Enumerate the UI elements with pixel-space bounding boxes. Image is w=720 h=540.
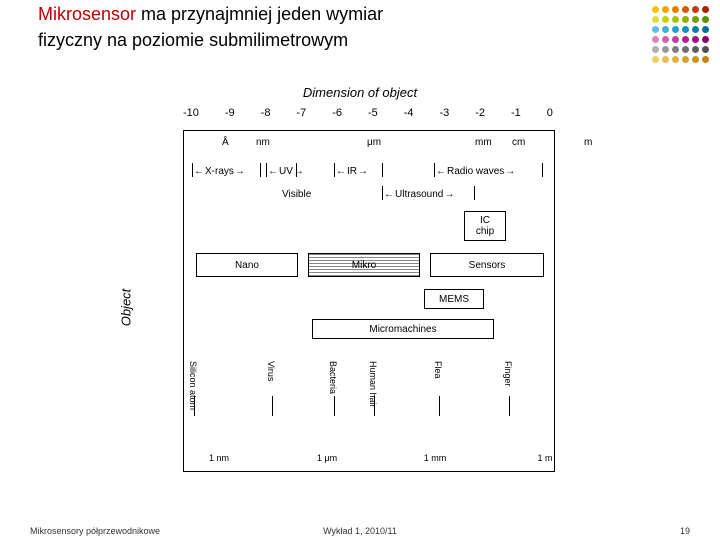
dot bbox=[702, 6, 709, 13]
title-line-2: fizyczny na poziomie submilimetrowym bbox=[38, 30, 348, 51]
dot bbox=[672, 56, 679, 63]
dot bbox=[672, 16, 679, 23]
exponent: -3 bbox=[439, 107, 449, 119]
bottom-scale-label: 1 nm bbox=[204, 453, 234, 463]
exponent: -9 bbox=[225, 107, 235, 119]
dot bbox=[692, 56, 699, 63]
object-item-label: Virus bbox=[266, 361, 276, 381]
dot bbox=[682, 46, 689, 53]
nano-box: Nano bbox=[196, 253, 298, 277]
unit-label: μm bbox=[367, 137, 381, 148]
dot bbox=[682, 16, 689, 23]
dot bbox=[652, 6, 659, 13]
object-item-label: Human hair bbox=[368, 361, 378, 408]
micromachines-box: Micromachines bbox=[312, 319, 494, 339]
footer-right: 19 bbox=[680, 526, 690, 536]
mikro-box: Mikro bbox=[308, 253, 420, 277]
dot bbox=[652, 16, 659, 23]
dot bbox=[682, 26, 689, 33]
dot bbox=[662, 46, 669, 53]
exponent: -5 bbox=[368, 107, 378, 119]
dot bbox=[652, 56, 659, 63]
exponent-row: -10-9-8-7-6-5-4-3-2-10 bbox=[183, 107, 553, 119]
object-item-label: Finger bbox=[503, 361, 513, 387]
footer-center: Wykład 1, 2010/11 bbox=[0, 526, 720, 536]
dot bbox=[662, 26, 669, 33]
exponent: -7 bbox=[296, 107, 306, 119]
dot bbox=[682, 36, 689, 43]
title-red-word: Mikrosensor bbox=[38, 4, 136, 24]
dot bbox=[692, 36, 699, 43]
dot bbox=[702, 56, 709, 63]
ic-chip-box: IC chip bbox=[464, 211, 506, 241]
title-line1-rest: ma przynajmniej jeden wymiar bbox=[136, 4, 383, 24]
unit-label: m bbox=[584, 137, 592, 148]
wave-range: IR bbox=[336, 166, 380, 177]
exponent: -10 bbox=[183, 107, 199, 119]
ultrasound-range: Ultrasound bbox=[384, 189, 474, 200]
unit-label: Å bbox=[222, 137, 229, 148]
dot bbox=[662, 56, 669, 63]
exponent: -4 bbox=[404, 107, 414, 119]
dot bbox=[692, 16, 699, 23]
unit-label: nm bbox=[256, 137, 270, 148]
dot bbox=[652, 46, 659, 53]
bottom-scale-label: 1 mm bbox=[420, 453, 450, 463]
dot bbox=[692, 6, 699, 13]
object-item-label: Bacteria bbox=[328, 361, 338, 394]
dot bbox=[672, 46, 679, 53]
dot bbox=[682, 6, 689, 13]
unit-label: mm bbox=[475, 137, 492, 148]
dot bbox=[702, 46, 709, 53]
exponent: -2 bbox=[475, 107, 485, 119]
object-item-label: Silicon atom bbox=[188, 361, 198, 410]
exponent: 0 bbox=[547, 107, 553, 119]
wave-range: Radio waves bbox=[436, 166, 540, 177]
sensors-box: Sensors bbox=[430, 253, 544, 277]
visible-label: Visible bbox=[282, 189, 311, 200]
wave-range: X-rays bbox=[194, 166, 258, 177]
dimension-diagram: Dimension of object Object -10-9-8-7-6-5… bbox=[145, 85, 575, 485]
title-line-1: Mikrosensor ma przynajmniej jeden wymiar bbox=[38, 4, 383, 25]
dot bbox=[692, 26, 699, 33]
dot bbox=[702, 26, 709, 33]
dot bbox=[672, 26, 679, 33]
dot bbox=[672, 6, 679, 13]
bottom-scale-label: 1 μm bbox=[312, 453, 342, 463]
exponent: -6 bbox=[332, 107, 342, 119]
object-item-label: Flea bbox=[433, 361, 443, 379]
exponent: -8 bbox=[261, 107, 271, 119]
dot bbox=[682, 56, 689, 63]
dot bbox=[662, 36, 669, 43]
dot bbox=[702, 16, 709, 23]
exponent: -1 bbox=[511, 107, 521, 119]
unit-row: Ånm μm mm cm m bbox=[222, 137, 592, 151]
dot bbox=[672, 36, 679, 43]
color-dots bbox=[652, 6, 710, 64]
dot bbox=[652, 26, 659, 33]
diagram-title: Dimension of object bbox=[145, 85, 575, 100]
object-axis-label: Object bbox=[118, 289, 133, 327]
bottom-scale-label: 1 m bbox=[530, 453, 560, 463]
dot bbox=[652, 36, 659, 43]
dot bbox=[702, 36, 709, 43]
mems-box: MEMS bbox=[424, 289, 484, 309]
dot bbox=[662, 16, 669, 23]
diagram-frame: Ånmμmmmcmm X-raysUVIRRadio waves Visible… bbox=[183, 130, 555, 472]
unit-label: cm bbox=[512, 137, 525, 148]
dot bbox=[662, 6, 669, 13]
wave-range: UV bbox=[268, 166, 294, 177]
dot bbox=[692, 46, 699, 53]
